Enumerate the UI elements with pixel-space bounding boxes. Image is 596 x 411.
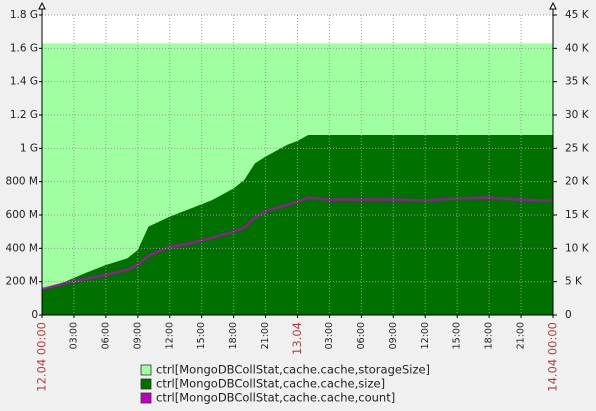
y2-tick-label: 30 K xyxy=(565,109,590,121)
x-tick-label: 21:00 xyxy=(260,322,271,349)
x-tick-label: 15:00 xyxy=(452,322,463,349)
x-tick-label: 12:00 xyxy=(164,322,175,349)
y-tick-label: 200 M xyxy=(6,276,38,288)
y2-tick-label: 10 K xyxy=(565,242,590,254)
x-tick-label: 09:00 xyxy=(388,322,399,349)
x-tick-label: 18:00 xyxy=(228,322,239,349)
y2-tick-label: 35 K xyxy=(565,76,590,88)
y2-tick-label: 0 xyxy=(565,309,572,321)
y-tick-label: 400 M xyxy=(6,242,38,254)
legend-swatch xyxy=(140,378,152,390)
legend-label: ctrl[MongoDBCollStat,cache.cache,storage… xyxy=(156,363,430,377)
y-tick-label: 0 xyxy=(31,309,38,321)
legend-label: ctrl[MongoDBCollStat,cache.cache,size] xyxy=(156,377,385,391)
y-tick-label: 1.6 G xyxy=(10,42,38,54)
x-tick-label: 15:00 xyxy=(196,322,207,349)
y-tick-label: 1.2 G xyxy=(10,109,38,121)
x-tick-label: 18:00 xyxy=(484,322,495,349)
x-tick-label: 13.04 xyxy=(290,322,304,355)
x-tick-label: 21:00 xyxy=(516,322,527,349)
y-tick-label: 1.4 G xyxy=(10,76,38,88)
y2-tick-label: 40 K xyxy=(565,42,590,54)
x-tick-label: 06:00 xyxy=(100,322,111,349)
line xyxy=(41,196,554,291)
x-tick-label: 03:00 xyxy=(324,322,335,349)
x-tick-label: 12.04 00:00 xyxy=(35,322,49,392)
x-tick-label: 12:00 xyxy=(420,322,431,349)
y2-tick-label: 20 K xyxy=(565,176,590,188)
y-tick-label: 1.8 G xyxy=(10,9,38,21)
legend-label: ctrl[MongoDBCollStat,cache.cache,count] xyxy=(156,391,395,405)
x-tick-label: 03:00 xyxy=(68,322,79,349)
y-tick-label: 800 M xyxy=(6,176,38,188)
axis-arrow xyxy=(38,1,46,10)
y2-tick-label: 5 K xyxy=(565,276,583,288)
x-tick-label: 06:00 xyxy=(356,322,367,349)
x-tick-label: 14.04 00:00 xyxy=(546,322,560,392)
y-tick-label: 600 M xyxy=(6,209,38,221)
y2-tick-label: 15 K xyxy=(565,209,590,221)
y-tick-label: 1 G xyxy=(20,142,38,154)
legend-swatch xyxy=(140,392,152,404)
y2-tick-label: 45 K xyxy=(565,9,590,21)
axis-arrow xyxy=(549,1,557,10)
legend-swatch xyxy=(140,364,152,376)
x-tick-label: 09:00 xyxy=(132,322,143,349)
y2-tick-label: 25 K xyxy=(565,142,590,154)
